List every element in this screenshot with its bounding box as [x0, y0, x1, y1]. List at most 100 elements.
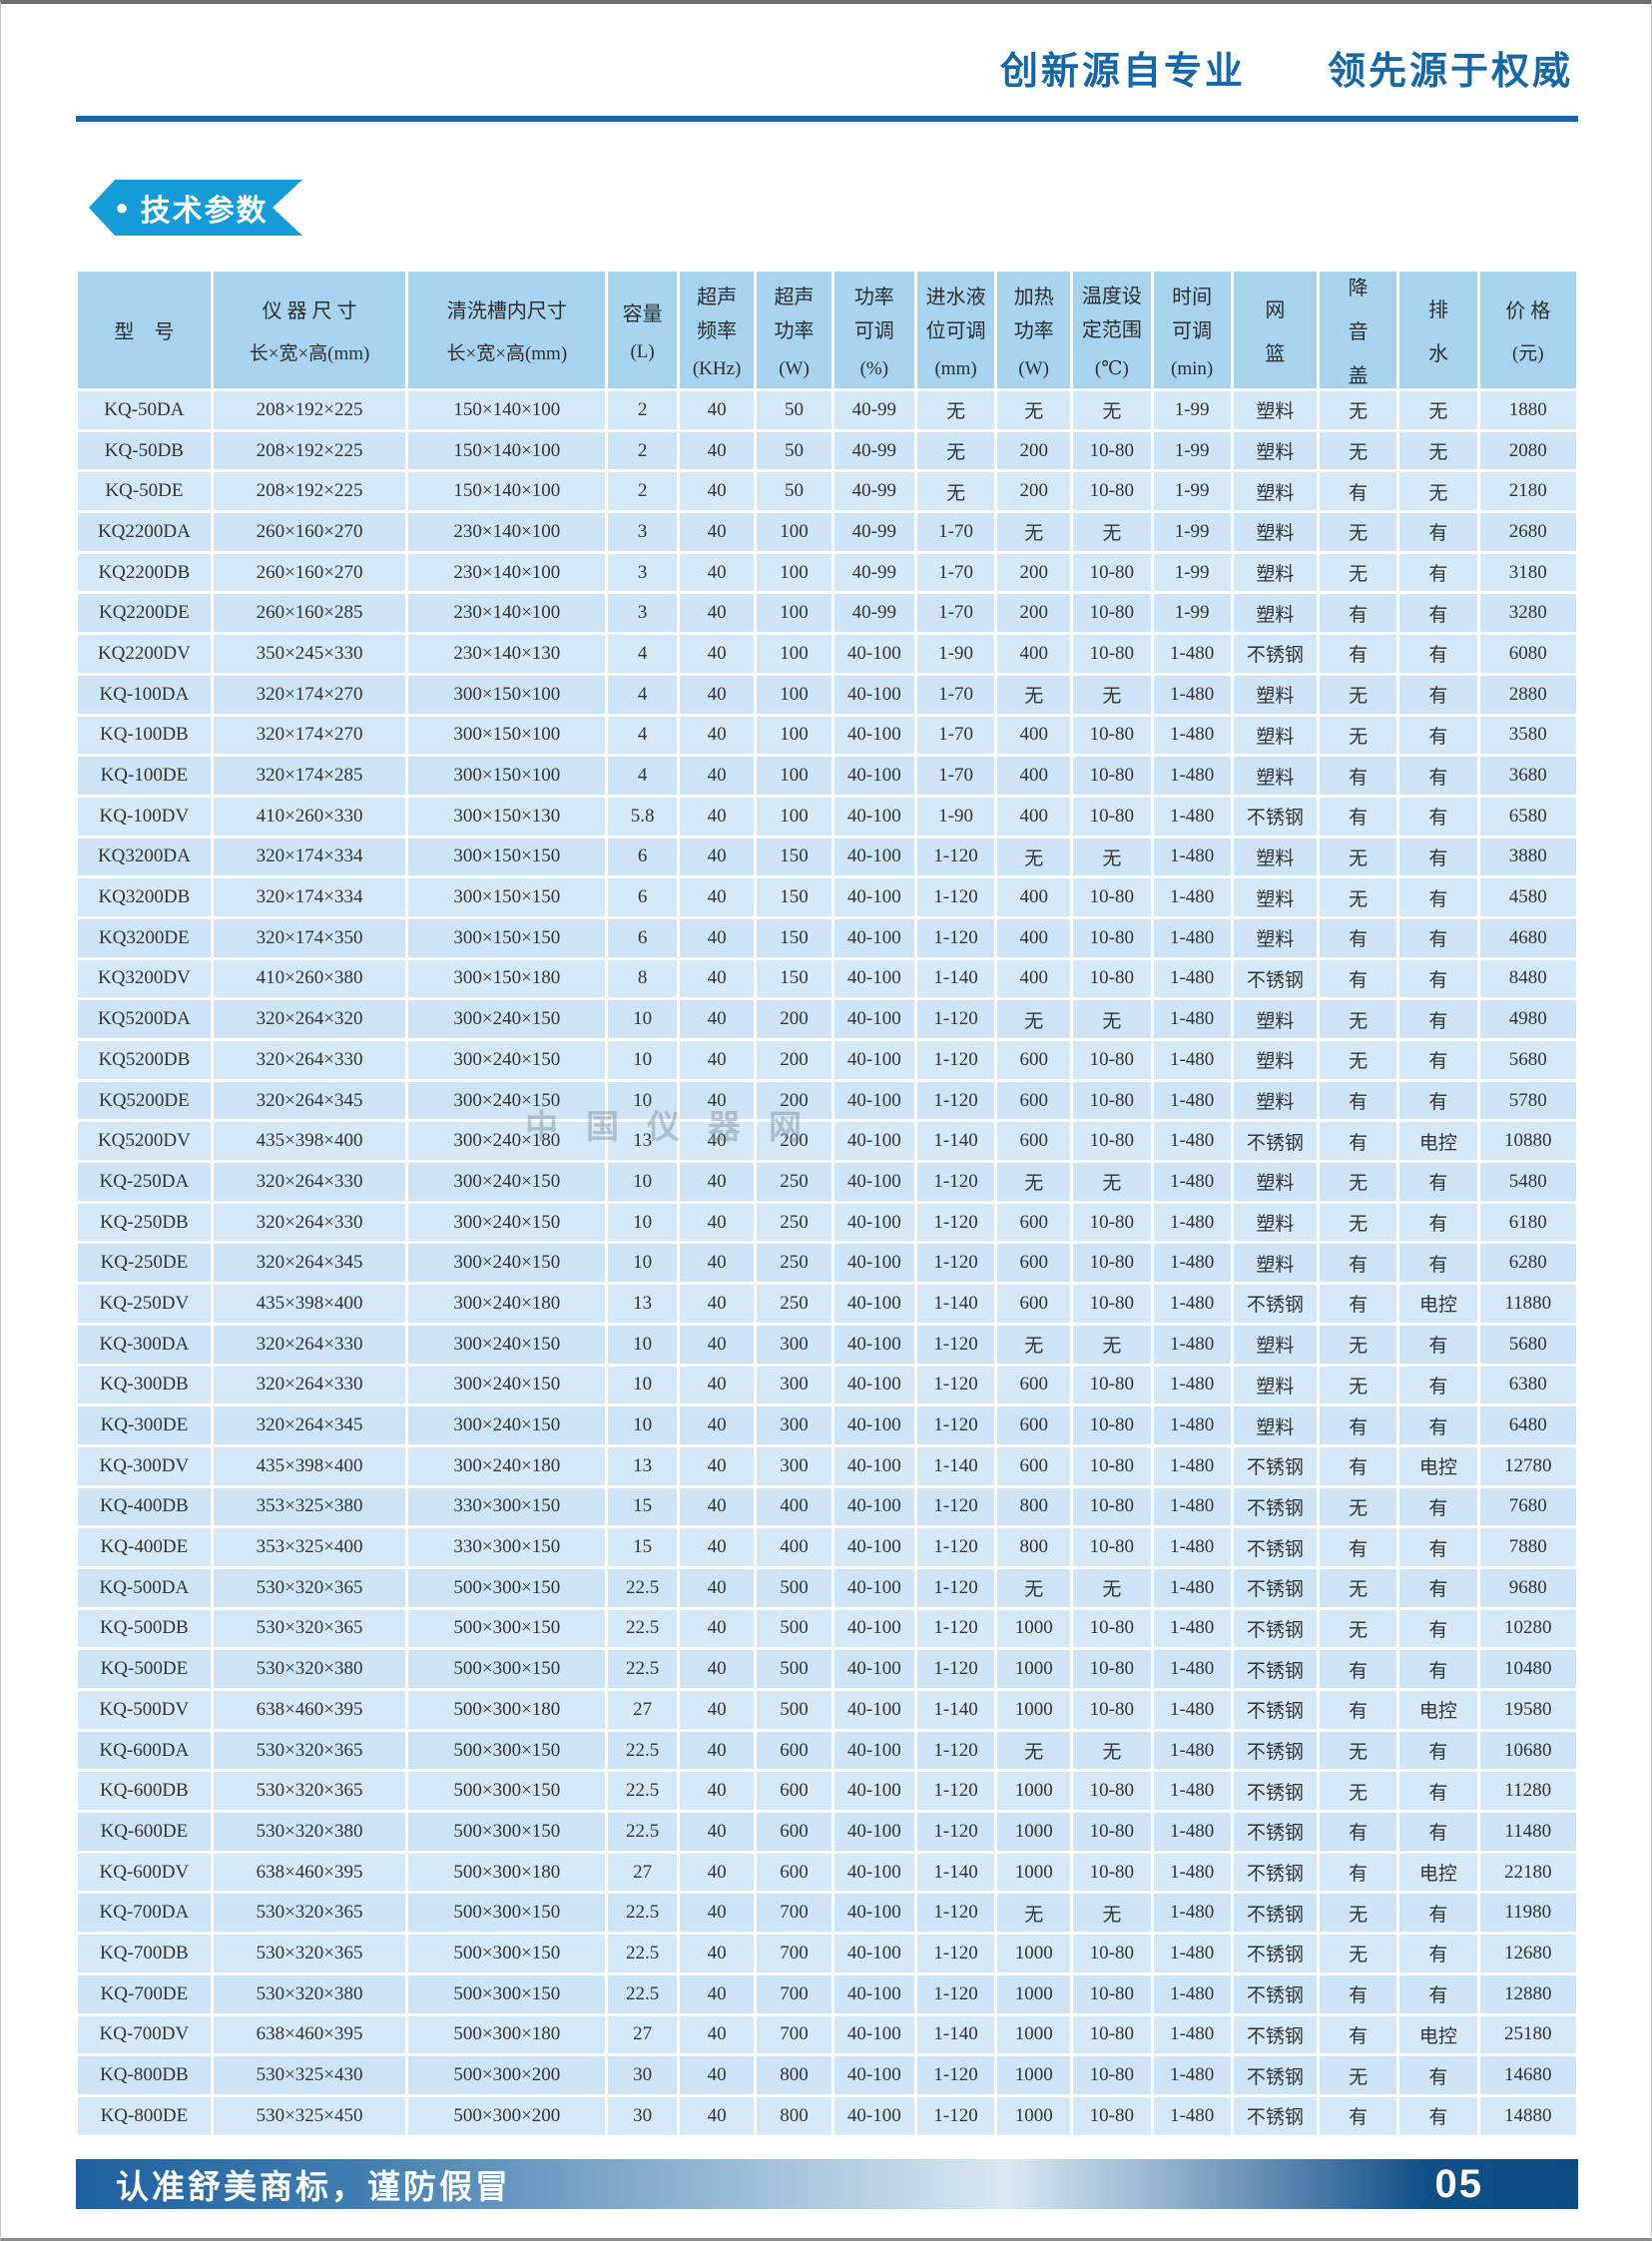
table-cell: 230×140×100	[408, 594, 606, 633]
table-cell: 40	[679, 1203, 755, 1242]
table-row: KQ-50DA 208×192×225 150×140×100 2 40 50 40-99 无…	[78, 391, 1576, 429]
table-cell: 有	[1399, 1609, 1477, 1648]
table-cell: 300×240×150	[408, 1163, 606, 1201]
table-cell: 有	[1399, 1081, 1477, 1120]
table-cell: 1-480	[1153, 918, 1231, 957]
table-cell: 40-100	[833, 2056, 914, 2094]
table-cell: 有	[1319, 594, 1397, 633]
table-cell: 400	[997, 797, 1071, 836]
table-cell: 150	[757, 959, 831, 998]
table-cell: 无	[1319, 1568, 1397, 1607]
table-cell: 40	[679, 1325, 755, 1364]
table-cell: 40	[679, 1406, 755, 1444]
table-cell: 1-480	[1153, 1609, 1231, 1648]
table-cell: 有	[1319, 1081, 1397, 1120]
section-badge-label: 技术参数	[140, 195, 269, 228]
table-cell: 有	[1319, 635, 1397, 673]
column-header: 进水液 位可调 (mm)	[916, 272, 995, 388]
column-header: 仪 器 尺 寸长×宽×高(mm)	[213, 272, 406, 388]
table-cell: 不锈钢	[1233, 635, 1317, 673]
table-row: KQ-50DB 208×192×225 150×140×100 2 40 50 40-99 无…	[78, 431, 1576, 470]
table-cell: 1-480	[1153, 838, 1231, 876]
table-cell: 1-99	[1153, 594, 1231, 633]
table-cell: 10	[608, 1041, 677, 1079]
table-cell: 无	[1073, 675, 1151, 714]
table-cell: 10880	[1479, 1122, 1576, 1161]
table-cell: 500	[757, 1650, 831, 1688]
table-cell: 40	[679, 1000, 755, 1038]
table-cell: 塑料	[1233, 1244, 1317, 1283]
table-cell: 40-100	[833, 1974, 914, 2013]
table-row: KQ2200DV 350×245×330 230×140×130 4 40 100 40-1…	[78, 635, 1576, 673]
table-row: KQ-400DB 353×325×380 330×300×150 15 40 400 40-…	[78, 1487, 1576, 1526]
table-cell: 1-120	[916, 1528, 995, 1566]
table-cell: 无	[1073, 1731, 1151, 1770]
table-cell: 410×260×330	[213, 797, 406, 836]
table-cell: 208×192×225	[213, 472, 406, 511]
table-cell: 300×150×180	[408, 959, 606, 998]
table-cell: 300	[757, 1446, 831, 1485]
table-cell: 无	[997, 1325, 1071, 1364]
table-cell: 1-120	[916, 1163, 995, 1201]
table-cell: 40-100	[833, 1731, 914, 1770]
table-cell: 有	[1399, 1894, 1477, 1933]
table-cell: 1-480	[1153, 1041, 1231, 1079]
table-cell: 4580	[1479, 878, 1576, 916]
table-cell: 1-480	[1153, 1325, 1231, 1364]
table-cell: 无	[997, 1731, 1071, 1770]
table-cell: 1-480	[1153, 2015, 1231, 2054]
table-cell: 10-80	[1073, 1081, 1151, 1120]
table-cell: 无	[1319, 1041, 1397, 1079]
table-row: KQ-300DB 320×264×330 300×240×150 10 40 300 40-…	[78, 1366, 1576, 1404]
table-cell: 1000	[997, 1853, 1071, 1892]
table-cell: 200	[997, 594, 1071, 633]
table-cell: 有	[1399, 1203, 1477, 1242]
table-cell: 3	[608, 553, 677, 592]
table-cell: 有	[1399, 1163, 1477, 1201]
table-cell: 500×300×180	[408, 1853, 606, 1892]
column-header: 排水	[1399, 272, 1477, 388]
column-header: 降音盖	[1319, 272, 1397, 388]
table-cell: 300×240×150	[408, 1000, 606, 1038]
table-cell: 10-80	[1073, 1122, 1151, 1161]
table-row: KQ-100DE 320×174×285 300×150×100 4 40 100 40-1…	[78, 757, 1576, 795]
table-cell: 530×320×365	[213, 1731, 406, 1770]
column-header: 加热 功率 (W)	[997, 272, 1071, 388]
table-cell: 40-100	[833, 1853, 914, 1892]
table-cell: 1-99	[1153, 513, 1231, 551]
table-cell: 5680	[1479, 1325, 1576, 1364]
table-cell: 500×300×150	[408, 1894, 606, 1933]
table-cell: 1-480	[1153, 1650, 1231, 1688]
table-cell: 320×264×345	[213, 1081, 406, 1120]
table-cell: 10-80	[1073, 1041, 1151, 1079]
table-cell: 1-480	[1153, 1406, 1231, 1444]
table-cell: 600	[997, 1122, 1071, 1161]
table-cell: 有	[1319, 1122, 1397, 1161]
table-cell: 353×325×380	[213, 1487, 406, 1526]
table-row: KQ2200DA 260×160×270 230×140×100 3 40 100 40-9…	[78, 513, 1576, 551]
table-cell: 不锈钢	[1233, 1487, 1317, 1526]
table-cell: 10-80	[1073, 716, 1151, 755]
table-cell: 40	[679, 2015, 755, 2054]
table-cell: 300×240×150	[408, 1244, 606, 1283]
table-cell: 10-80	[1073, 1650, 1151, 1688]
table-cell: 40	[679, 675, 755, 714]
table-row: KQ5200DE 320×264×345 300×240×150 10 40 200 40-…	[78, 1081, 1576, 1120]
table-cell: 有	[1319, 1650, 1397, 1688]
table-cell: 700	[757, 2015, 831, 2054]
table-cell: 350×245×330	[213, 635, 406, 673]
table-cell: KQ5200DV	[78, 1122, 211, 1161]
table-cell: 2	[608, 472, 677, 511]
table-cell: 330×300×150	[408, 1487, 606, 1526]
column-header: 型 号	[78, 272, 211, 388]
table-cell: 有	[1399, 1325, 1477, 1364]
table-cell: 有	[1399, 918, 1477, 957]
table-cell: KQ-100DB	[78, 716, 211, 755]
table-cell: 40-100	[833, 1041, 914, 1079]
table-cell: KQ-800DB	[78, 2056, 211, 2094]
table-cell: 100	[757, 797, 831, 836]
table-row: KQ-250DE 320×264×345 300×240×150 10 40 250 40-…	[78, 1244, 1576, 1283]
table-cell: 9680	[1479, 1568, 1576, 1607]
table-cell: 10-80	[1073, 1772, 1151, 1811]
table-cell: 320×264×345	[213, 1244, 406, 1283]
